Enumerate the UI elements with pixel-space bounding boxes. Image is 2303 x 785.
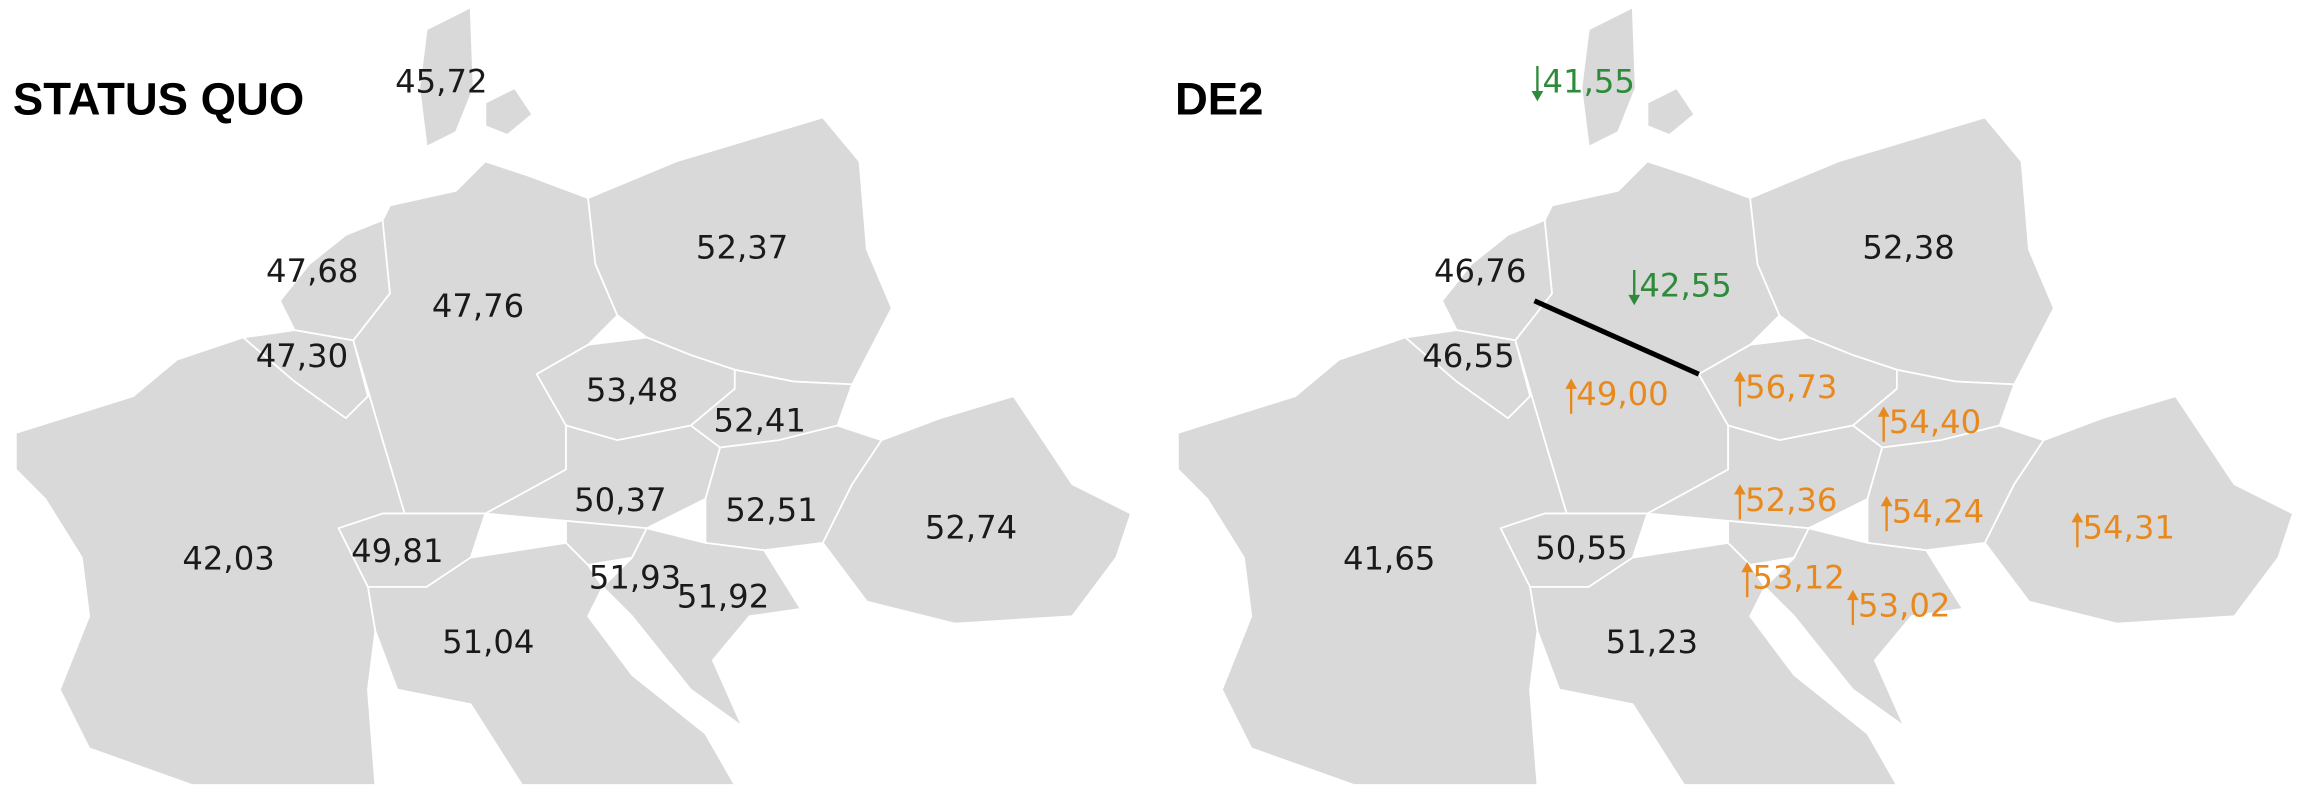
price-label: 52,51 bbox=[725, 491, 817, 529]
price-label: 47,76 bbox=[432, 287, 524, 325]
price-label: 42,03 bbox=[182, 540, 274, 578]
price-label: 51,93 bbox=[589, 559, 681, 597]
trend-arrow-head bbox=[1877, 406, 1890, 417]
interconnector-line bbox=[1533, 298, 1700, 377]
panel-title: DE2 bbox=[1175, 74, 1263, 125]
price-label: 46,76 bbox=[1434, 252, 1526, 290]
price-label: 52,36 bbox=[1745, 481, 1837, 519]
price-label: 52,38 bbox=[1862, 228, 1954, 266]
price-label: 53,02 bbox=[1858, 586, 1950, 624]
trend-arrow-head bbox=[1741, 561, 1754, 573]
price-label: 41,55 bbox=[1543, 63, 1635, 101]
trend-arrow-head bbox=[2071, 512, 2084, 523]
price-label: 49,00 bbox=[1576, 375, 1668, 413]
trend-arrow-head bbox=[1565, 378, 1578, 389]
labels: 45,72 47,68 47,76 52,37 47,30 53,48 52,41 50,37… bbox=[182, 63, 2175, 662]
trend-arrow-head bbox=[1734, 371, 1746, 382]
price-label: 53,48 bbox=[586, 371, 678, 409]
price-label: 47,68 bbox=[266, 252, 358, 290]
price-label: 54,24 bbox=[1892, 493, 1984, 531]
price-label: 51,23 bbox=[1606, 623, 1698, 661]
price-label: 54,40 bbox=[1889, 403, 1981, 441]
price-label: 50,55 bbox=[1535, 529, 1627, 567]
price-label: 49,81 bbox=[351, 532, 443, 570]
price-label: 52,74 bbox=[925, 509, 1017, 547]
price-label: 47,30 bbox=[256, 337, 348, 375]
panel-title: STATUS QUO bbox=[13, 74, 304, 125]
price-label: 50,37 bbox=[574, 481, 666, 519]
trend-arrow-head bbox=[1628, 294, 1641, 306]
price-label: 42,55 bbox=[1639, 267, 1731, 305]
map-right bbox=[1177, 6, 2294, 785]
trend-arrow-head bbox=[1531, 90, 1544, 102]
price-label: 54,31 bbox=[2083, 509, 2175, 547]
price-label: 51,92 bbox=[677, 578, 769, 616]
trend-arrow-head bbox=[1846, 589, 1859, 601]
price-label: 51,04 bbox=[442, 623, 534, 661]
price-label: 56,73 bbox=[1745, 368, 1837, 406]
trend-arrow-head bbox=[1734, 484, 1746, 495]
price-label: 46,55 bbox=[1422, 337, 1514, 375]
price-label: 53,12 bbox=[1752, 559, 1844, 597]
price-label: 52,37 bbox=[696, 228, 788, 266]
price-label: 45,72 bbox=[395, 63, 487, 101]
price-label: 41,65 bbox=[1343, 540, 1435, 578]
price-label: 52,41 bbox=[714, 402, 806, 440]
trend-arrow-head bbox=[1880, 495, 1893, 507]
